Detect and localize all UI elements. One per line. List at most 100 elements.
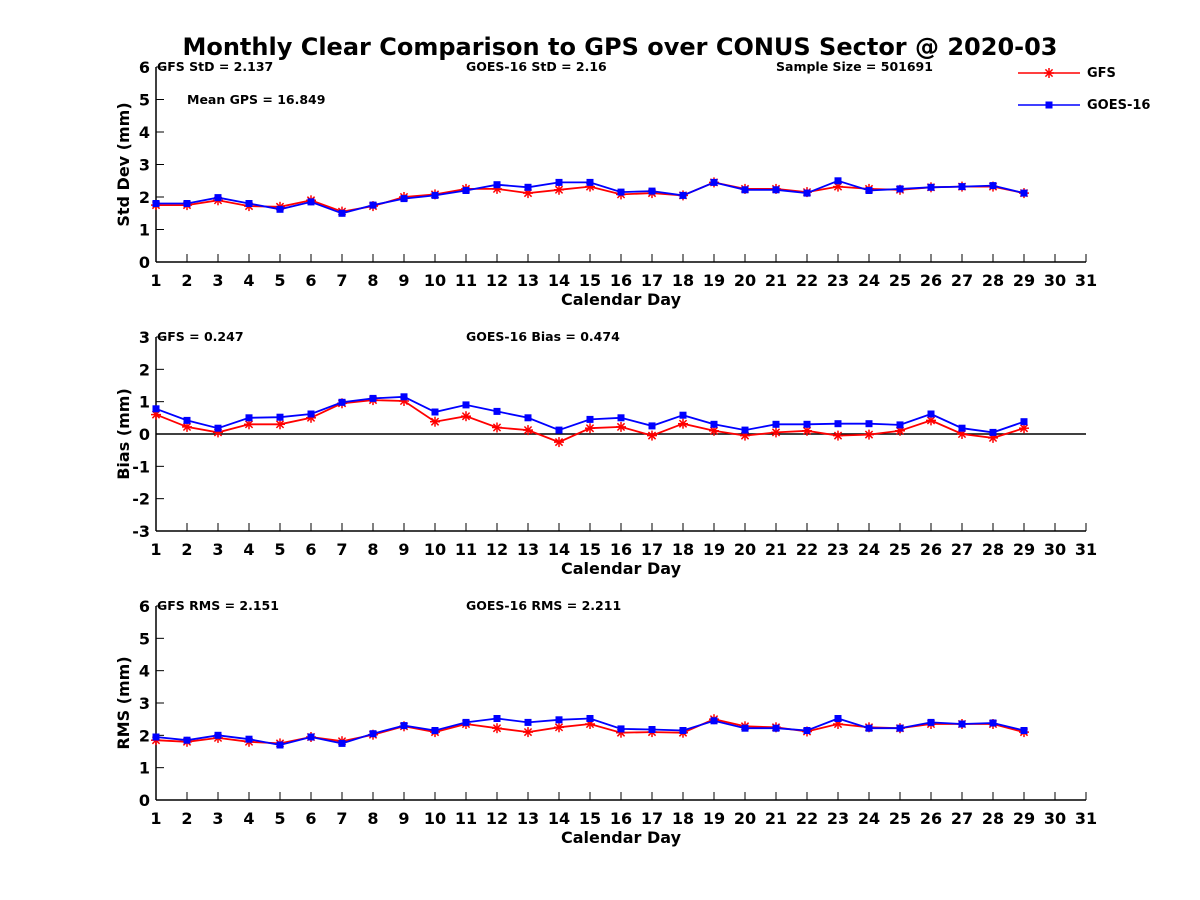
data-point-goes-16 — [741, 426, 749, 434]
x-tick-label: 5 — [274, 809, 285, 828]
x-tick-label: 11 — [455, 540, 477, 559]
data-point-goes-16 — [214, 731, 222, 739]
y-tick-label: 1 — [139, 393, 150, 412]
data-point-goes-16 — [555, 426, 563, 434]
data-point-goes-16 — [1020, 418, 1028, 426]
x-tick-label: 28 — [982, 540, 1004, 559]
data-point-goes-16 — [369, 201, 377, 209]
data-point-goes-16 — [431, 191, 439, 199]
data-point-gfs — [833, 430, 843, 441]
x-tick-label: 26 — [920, 809, 942, 828]
data-point-goes-16 — [400, 195, 408, 203]
x-tick-label: 13 — [517, 809, 539, 828]
x-tick-label: 10 — [424, 271, 446, 290]
data-point-goes-16 — [307, 198, 315, 206]
y-tick-label: -2 — [132, 490, 150, 509]
data-point-goes-16 — [927, 718, 935, 726]
legend-entry-goes16: GOES-16 — [1018, 98, 1150, 113]
data-point-goes-16 — [803, 189, 811, 197]
data-point-goes-16 — [958, 424, 966, 432]
x-tick-label: 2 — [181, 809, 192, 828]
data-point-goes-16 — [741, 186, 749, 194]
x-tick-label: 29 — [1013, 540, 1035, 559]
data-point-goes-16 — [431, 727, 439, 734]
x-tick-label: 5 — [274, 540, 285, 559]
x-tick-label: 12 — [486, 809, 508, 828]
x-tick-label: 16 — [610, 809, 632, 828]
data-point-goes-16 — [307, 733, 315, 741]
data-point-goes-16 — [927, 183, 935, 191]
stat-annotation: GOES-16 Bias = 0.474 — [466, 329, 620, 344]
data-point-goes-16 — [617, 188, 625, 196]
x-tick-label: 14 — [548, 540, 570, 559]
x-tick-label: 3 — [212, 540, 223, 559]
data-point-goes-16 — [586, 715, 594, 722]
data-point-goes-16 — [462, 401, 470, 409]
data-point-goes-16 — [214, 194, 222, 202]
x-tick-label: 4 — [243, 271, 254, 290]
y-tick-label: 5 — [139, 91, 150, 110]
x-tick-label: 26 — [920, 271, 942, 290]
data-point-goes-16 — [896, 421, 904, 429]
x-tick-label: 23 — [827, 809, 849, 828]
x-tick-label: 13 — [517, 540, 539, 559]
x-tick-label: 15 — [579, 540, 601, 559]
y-tick-label: 1 — [139, 759, 150, 778]
data-point-goes-16 — [493, 407, 501, 415]
rms-panel: 1 2 3 4 5 6 7 8 9 10 11 12 13 14 15 16 17 18 19 20 21 22 23 24 2… — [114, 597, 1097, 847]
data-point-goes-16 — [803, 727, 811, 734]
data-point-goes-16 — [152, 405, 160, 413]
data-point-gfs — [523, 425, 533, 436]
x-tick-label: 31 — [1075, 540, 1097, 559]
x-tick-label: 2 — [181, 540, 192, 559]
x-tick-label: 6 — [305, 809, 316, 828]
data-point-goes-16 — [183, 736, 191, 744]
data-point-goes-16 — [865, 187, 873, 194]
x-tick-label: 21 — [765, 540, 787, 559]
data-point-gfs — [430, 416, 440, 427]
x-tick-label: 6 — [305, 540, 316, 559]
data-point-goes-16 — [679, 191, 687, 199]
y-tick-label: 6 — [139, 58, 150, 77]
data-point-gfs — [461, 411, 471, 422]
stat-annotation: GFS StD = 2.137 — [157, 59, 273, 74]
data-point-goes-16 — [958, 183, 966, 191]
data-point-goes-16 — [617, 414, 625, 422]
data-point-goes-16 — [679, 727, 687, 734]
data-point-goes-16 — [369, 730, 377, 738]
x-axis-label: Calendar Day — [561, 290, 682, 309]
y-tick-label: 3 — [139, 694, 150, 713]
data-point-goes-16 — [555, 178, 563, 186]
x-tick-label: 22 — [796, 271, 818, 290]
x-tick-label: 25 — [889, 809, 911, 828]
legend-entry-gfs: GFS — [1018, 66, 1116, 81]
stat-annotation: GOES-16 StD = 2.16 — [466, 59, 607, 74]
data-point-goes-16 — [245, 735, 253, 743]
x-tick-label: 24 — [858, 271, 880, 290]
data-point-goes-16 — [834, 715, 842, 722]
x-tick-label: 12 — [486, 271, 508, 290]
y-tick-label: 1 — [139, 221, 150, 240]
data-point-gfs — [275, 419, 285, 430]
x-tick-label: 3 — [212, 809, 223, 828]
x-tick-label: 21 — [765, 809, 787, 828]
data-point-goes-16 — [245, 414, 253, 422]
x-tick-label: 14 — [548, 809, 570, 828]
data-point-goes-16 — [710, 717, 718, 725]
y-tick-label: -1 — [132, 457, 150, 476]
x-tick-label: 29 — [1013, 809, 1035, 828]
x-tick-label: 1 — [150, 809, 161, 828]
data-point-goes-16 — [772, 420, 780, 428]
y-axis-label: Bias (mm) — [114, 388, 133, 480]
data-point-goes-16 — [1020, 189, 1028, 197]
x-tick-label: 30 — [1044, 809, 1066, 828]
x-tick-label: 8 — [367, 540, 378, 559]
x-tick-label: 15 — [579, 271, 601, 290]
data-point-goes-16 — [276, 205, 284, 213]
x-tick-label: 17 — [641, 809, 663, 828]
x-tick-label: 2 — [181, 271, 192, 290]
data-point-goes-16 — [865, 724, 873, 732]
stat-annotation: GFS = 0.247 — [157, 329, 244, 344]
x-tick-label: 19 — [703, 540, 725, 559]
x-tick-label: 17 — [641, 540, 663, 559]
